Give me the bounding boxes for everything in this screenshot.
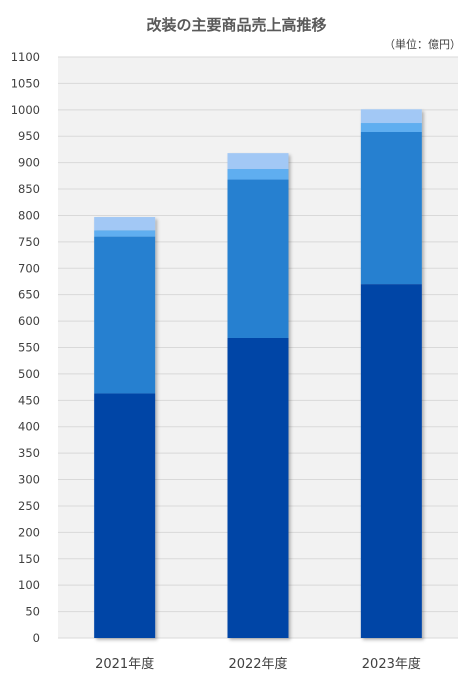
y-tick-label: 250 [18, 499, 40, 513]
x-tick-label: 2022年度 [228, 656, 287, 672]
y-tick-label: 650 [18, 288, 40, 302]
bar-segment-1 [94, 393, 156, 638]
bar-segment-3 [227, 168, 289, 180]
y-tick-label: 950 [18, 129, 40, 143]
bar-segment-1 [360, 284, 422, 638]
bar-segment-2 [94, 236, 156, 394]
bar-segment-4 [227, 153, 289, 169]
y-tick-label: 550 [18, 341, 40, 355]
bar-segment-4 [360, 109, 422, 124]
bar-stack [360, 109, 422, 638]
bar-segment-3 [360, 123, 422, 133]
bar-segment-4 [94, 217, 156, 231]
y-tick-label: 50 [25, 605, 40, 619]
y-tick-label: 300 [18, 473, 40, 487]
chart-title: 改装の主要商品売上高推移 [146, 16, 327, 34]
bar-segment-2 [227, 179, 289, 338]
y-tick-label: 350 [18, 446, 40, 460]
y-tick-label: 400 [18, 420, 40, 434]
bar-segment-2 [360, 132, 422, 285]
y-tick-label: 700 [18, 261, 40, 275]
y-tick-label: 850 [18, 182, 40, 196]
y-tick-label: 900 [18, 156, 40, 170]
unit-note: （単位：億円） [384, 38, 461, 51]
y-tick-label: 1100 [11, 50, 40, 64]
bar-segment-1 [227, 337, 289, 638]
y-tick-label: 1000 [11, 103, 40, 117]
y-tick-label: 0 [33, 631, 40, 645]
y-tick-label: 1050 [11, 76, 40, 90]
x-tick-label: 2023年度 [362, 656, 421, 672]
bar-segment-3 [94, 230, 156, 237]
y-tick-label: 450 [18, 393, 40, 407]
x-tick-label: 2021年度 [95, 656, 154, 672]
y-tick-label: 500 [18, 367, 40, 381]
y-tick-label: 800 [18, 208, 40, 222]
y-tick-label: 200 [18, 525, 40, 539]
bar-stack [94, 217, 156, 638]
y-tick-label: 100 [18, 578, 40, 592]
y-tick-label: 150 [18, 552, 40, 566]
bar-stack [227, 153, 289, 638]
y-tick-label: 750 [18, 235, 40, 249]
y-tick-label: 600 [18, 314, 40, 328]
